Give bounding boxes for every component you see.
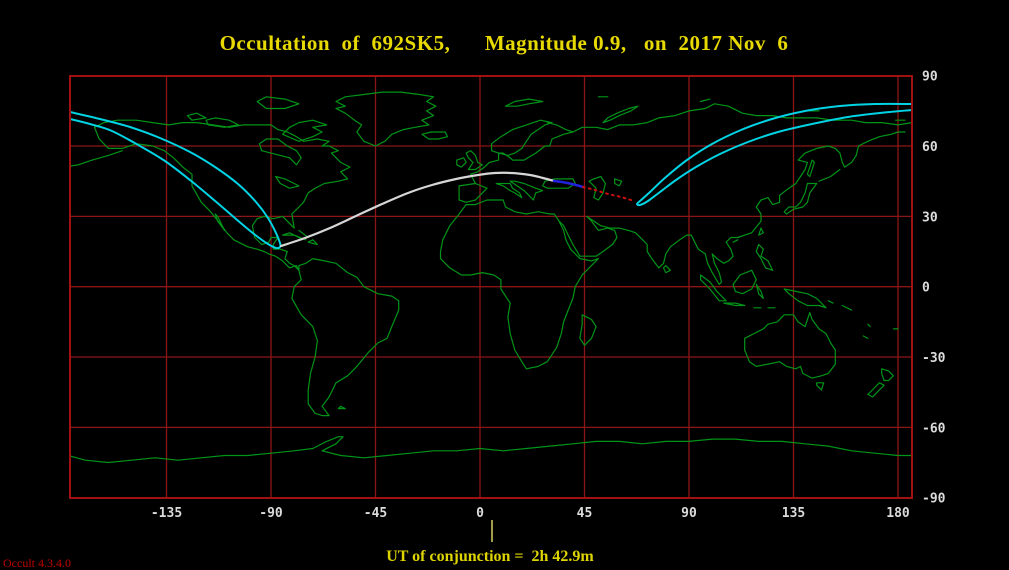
coastline: [816, 382, 825, 391]
coastline: [758, 227, 764, 236]
conjunction-time-label: UT of conjunction = 2h 42.9m: [386, 548, 594, 565]
coastline: [867, 323, 871, 328]
coastline: [700, 98, 711, 103]
coastline: [458, 182, 488, 203]
coastline: [186, 112, 207, 121]
coastline: [275, 175, 300, 189]
x-tick-label: 90: [681, 506, 697, 521]
y-tick-label: 90: [922, 70, 938, 85]
center-line-night: [279, 171, 556, 248]
coastline: [205, 117, 240, 128]
coastline: [723, 302, 746, 307]
coastline: [307, 239, 318, 246]
y-tick-label: 0: [922, 281, 930, 296]
y-tick-label: -90: [922, 492, 946, 507]
x-tick-label: -90: [259, 506, 283, 521]
x-tick-label: -135: [151, 506, 182, 521]
y-tick-label: 30: [922, 210, 938, 225]
occultation-limit-east-loop: [635, 102, 912, 207]
coastline: [558, 131, 906, 285]
coastline: [602, 105, 639, 124]
coastline: [755, 283, 764, 299]
x-tick-label: 45: [577, 506, 593, 521]
coastline: [867, 382, 885, 398]
map-layers: [70, 76, 912, 498]
coastline: [841, 304, 853, 311]
software-version-label: Occult 4.3.4.0: [3, 556, 71, 570]
occultation-limit-west-loop: [70, 111, 282, 250]
coastline: [700, 274, 727, 302]
center-line-twilight: [552, 179, 585, 189]
coastline: [806, 159, 815, 178]
coastline: [491, 119, 553, 156]
coastline: [456, 157, 467, 168]
coastline: [755, 243, 774, 271]
coastline: [470, 122, 574, 185]
coastline: [421, 131, 449, 140]
coastline: [509, 180, 544, 201]
coastline: [504, 98, 544, 107]
coastline: [783, 182, 818, 215]
coastline: [881, 368, 894, 382]
coastline: [862, 335, 869, 339]
plot-title: Occultation of 692SK5, Magnitude 0.9, on…: [219, 31, 789, 55]
y-tick-label: -60: [922, 421, 946, 436]
coastline: [495, 182, 523, 199]
coastline: [542, 178, 576, 189]
x-tick-label: 0: [476, 506, 484, 521]
coastline: [818, 168, 841, 182]
x-tick-label: 135: [782, 506, 805, 521]
coastline: [214, 213, 226, 231]
coastline: [827, 300, 834, 304]
coastline: [614, 178, 623, 187]
coastline: [291, 258, 400, 417]
coastline: [783, 288, 827, 309]
coastline: [579, 314, 597, 346]
coastline: [732, 269, 757, 295]
coastline: [70, 150, 123, 167]
x-tick-label: -45: [364, 506, 387, 521]
coastline: [70, 436, 912, 464]
coastline: [337, 405, 346, 410]
coastline: [439, 199, 599, 370]
coastline: [572, 103, 912, 133]
coastline: [465, 150, 483, 171]
x-tick-label: 180: [886, 506, 910, 521]
coastline: [732, 239, 739, 243]
center-line-daylight-dotted: [582, 186, 635, 202]
coastline: [588, 175, 606, 201]
coastline: [744, 311, 836, 379]
y-tick-label: -30: [922, 351, 946, 366]
coastline: [256, 96, 300, 110]
coastline: [335, 91, 437, 147]
y-tick-label: 60: [922, 140, 938, 155]
coastline: [662, 265, 671, 274]
coastline: [258, 138, 302, 166]
coastline: [282, 119, 328, 142]
map-border: [69, 75, 913, 499]
